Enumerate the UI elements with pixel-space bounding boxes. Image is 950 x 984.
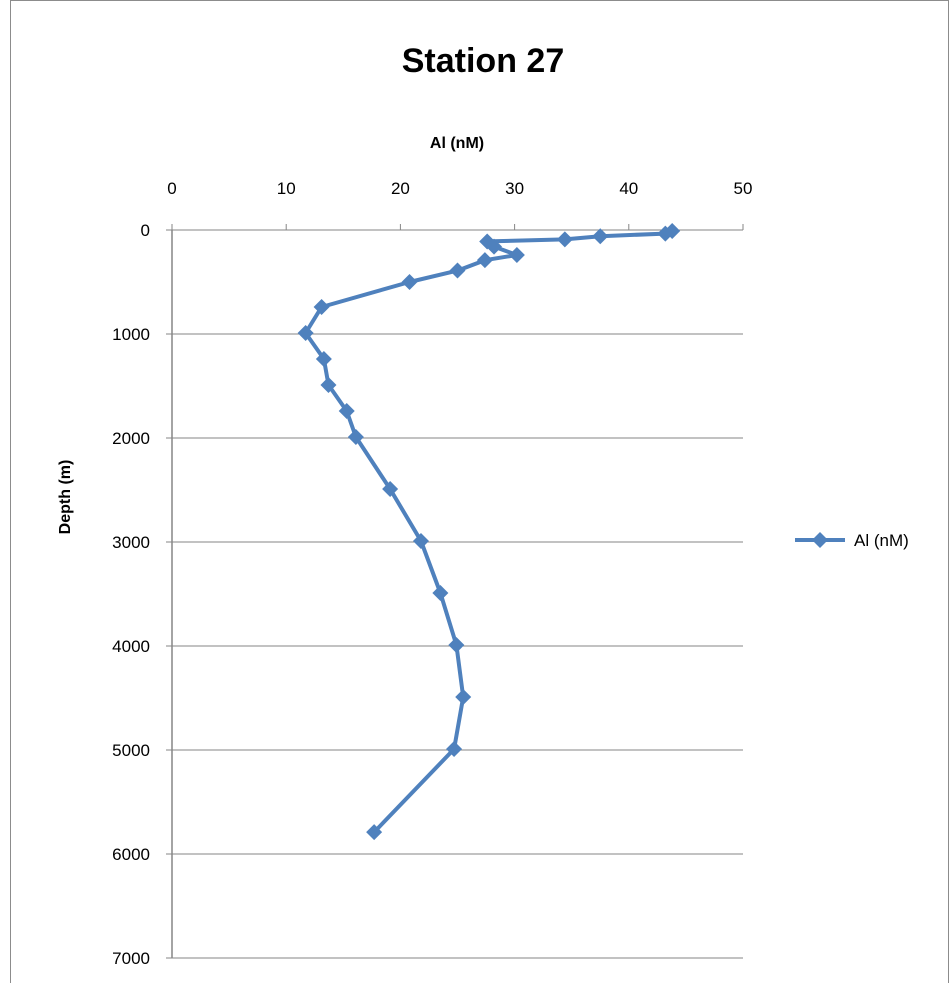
x-tick-label-0: 0: [167, 179, 176, 198]
data-point-17: [412, 532, 429, 549]
data-point-8: [449, 262, 466, 279]
series-line-0: [303, 229, 675, 835]
x-tick-label-2: 20: [391, 179, 410, 198]
data-point-10: [313, 298, 330, 315]
data-point-20: [455, 688, 472, 705]
data-point-3: [556, 231, 573, 248]
y-tick-label-1: 1000: [112, 325, 150, 344]
x-axis-title: Al (nM): [430, 135, 484, 152]
data-point-14: [338, 402, 355, 419]
data-point-1: [657, 225, 674, 242]
x-axis-ticks: 0 10 20 30 40 50: [167, 179, 752, 230]
x-tick-label-1: 10: [277, 179, 296, 198]
legend: Al (nM): [795, 531, 909, 550]
data-point-21: [446, 740, 463, 757]
legend-marker: [812, 532, 828, 548]
axes: [171, 229, 743, 958]
data-point-19: [448, 636, 465, 653]
chart-title: Station 27: [402, 42, 564, 80]
y-tick-label-0: 0: [141, 221, 150, 240]
chart-frame: [10, 0, 949, 983]
data-point-2: [592, 228, 609, 245]
y-tick-label-7: 7000: [112, 949, 150, 968]
data-point-6: [508, 246, 525, 263]
y-tick-label-5: 5000: [112, 741, 150, 760]
data-point-22: [366, 824, 383, 841]
data-point-18: [432, 584, 449, 601]
y-axis-ticks: 0 1000 2000 3000 4000 5000 6000 7000: [112, 221, 172, 968]
y-tick-label-3: 3000: [112, 533, 150, 552]
data-point-7: [476, 252, 493, 269]
y-tick-label-2: 2000: [112, 429, 150, 448]
y-tick-label-6: 6000: [112, 845, 150, 864]
data-point-16: [382, 480, 399, 497]
data-point-11: [297, 324, 314, 341]
x-tick-label-5: 50: [734, 179, 753, 198]
data-point-15: [347, 428, 364, 445]
data-point-13: [320, 376, 337, 393]
series-al: [297, 223, 681, 841]
data-point-9: [401, 274, 418, 290]
data-point-12: [315, 350, 332, 367]
x-tick-label-3: 30: [505, 179, 524, 198]
y-tick-label-4: 4000: [112, 637, 150, 656]
data-point-5: [486, 238, 503, 255]
legend-label: Al (nM): [854, 531, 909, 550]
y-axis-title: Depth (m): [57, 460, 74, 535]
x-tick-label-4: 40: [619, 179, 638, 198]
